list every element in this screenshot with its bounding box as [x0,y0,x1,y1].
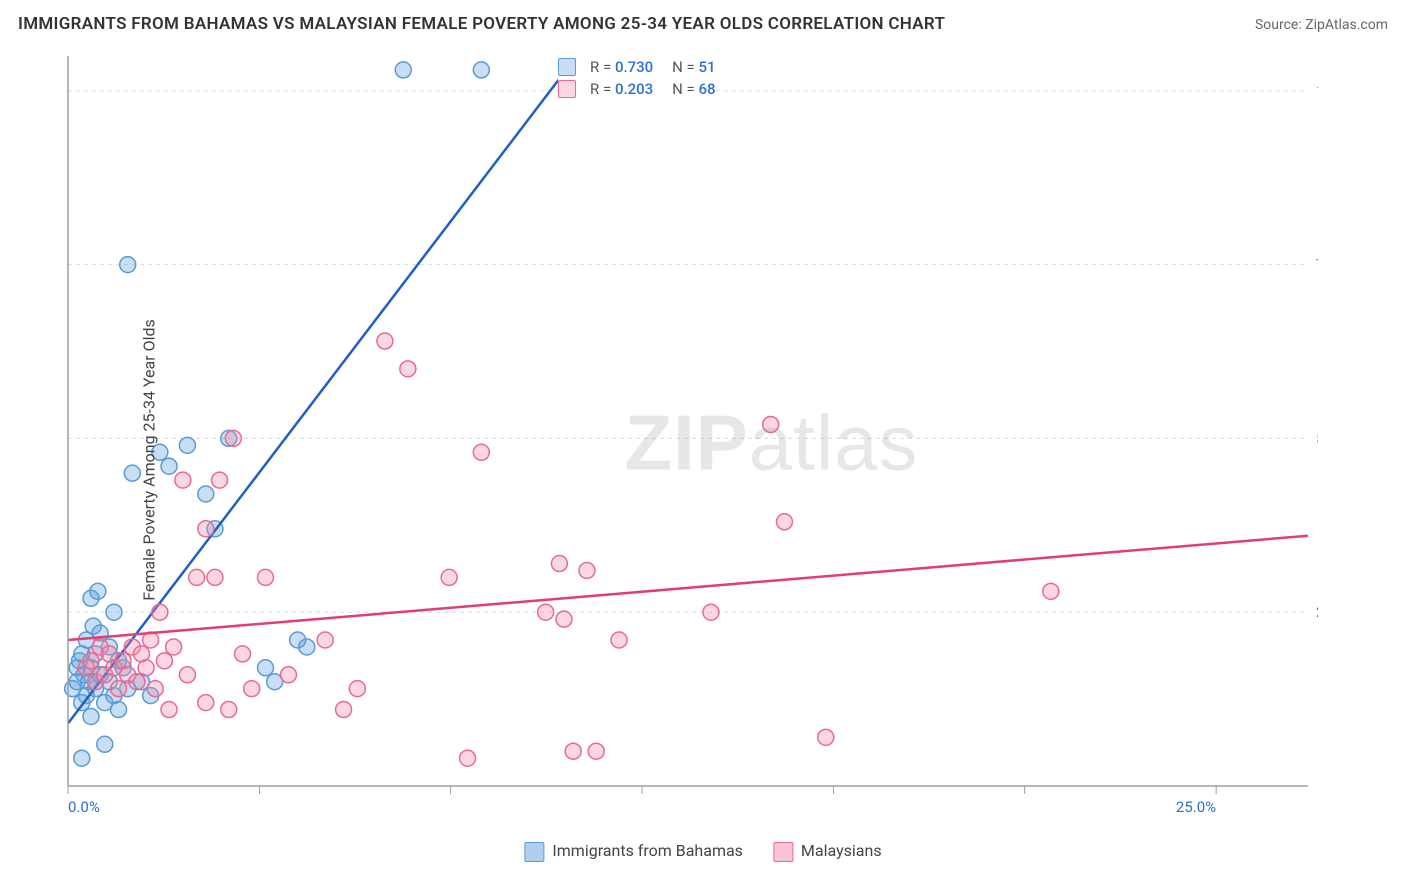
chart-header: IMMIGRANTS FROM BAHAMAS VS MALAYSIAN FEM… [0,0,1406,44]
chart-source: Source: ZipAtlas.com [1255,17,1388,33]
y-axis-label: Female Poverty Among 25-34 Year Olds [139,319,158,601]
series-legend-item: Malaysians [773,841,882,862]
legend-swatch [558,58,576,76]
chart-title: IMMIGRANTS FROM BAHAMAS VS MALAYSIAN FEM… [18,14,945,34]
svg-text:50.0%: 50.0% [1316,429,1318,447]
svg-text:100.0%: 100.0% [1316,82,1318,100]
series-legend-label: Immigrants from Bahamas [552,841,743,860]
legend-row: R = 0.203 N = 68 [558,78,716,100]
correlation-legend: R = 0.730 N = 51 R = 0.203 N = 68 [558,56,716,100]
plot-container: Female Poverty Among 25-34 Year Olds ZIP… [18,46,1388,874]
series-legend-label: Malaysians [801,841,882,860]
svg-text:25.0%: 25.0% [1176,798,1216,816]
series-legend-item: Immigrants from Bahamas [524,841,743,862]
svg-text:25.0%: 25.0% [1316,603,1318,621]
legend-swatch [773,842,793,862]
svg-text:0.0%: 0.0% [68,798,100,816]
legend-swatch [558,80,576,98]
legend-stats: R = 0.730 N = 51 [586,58,716,76]
source-name: ZipAtlas.com [1305,17,1388,33]
svg-text:75.0%: 75.0% [1316,256,1318,274]
legend-swatch [524,842,544,862]
legend-stats: R = 0.203 N = 68 [586,80,716,98]
legend-row: R = 0.730 N = 51 [558,56,716,78]
series-legend: Immigrants from Bahamas Malaysians [524,841,881,862]
scatter-plot: 25.0% 50.0% 75.0% 100.0% 0.0% 25.0% [18,46,1318,826]
source-prefix: Source: [1255,17,1305,33]
